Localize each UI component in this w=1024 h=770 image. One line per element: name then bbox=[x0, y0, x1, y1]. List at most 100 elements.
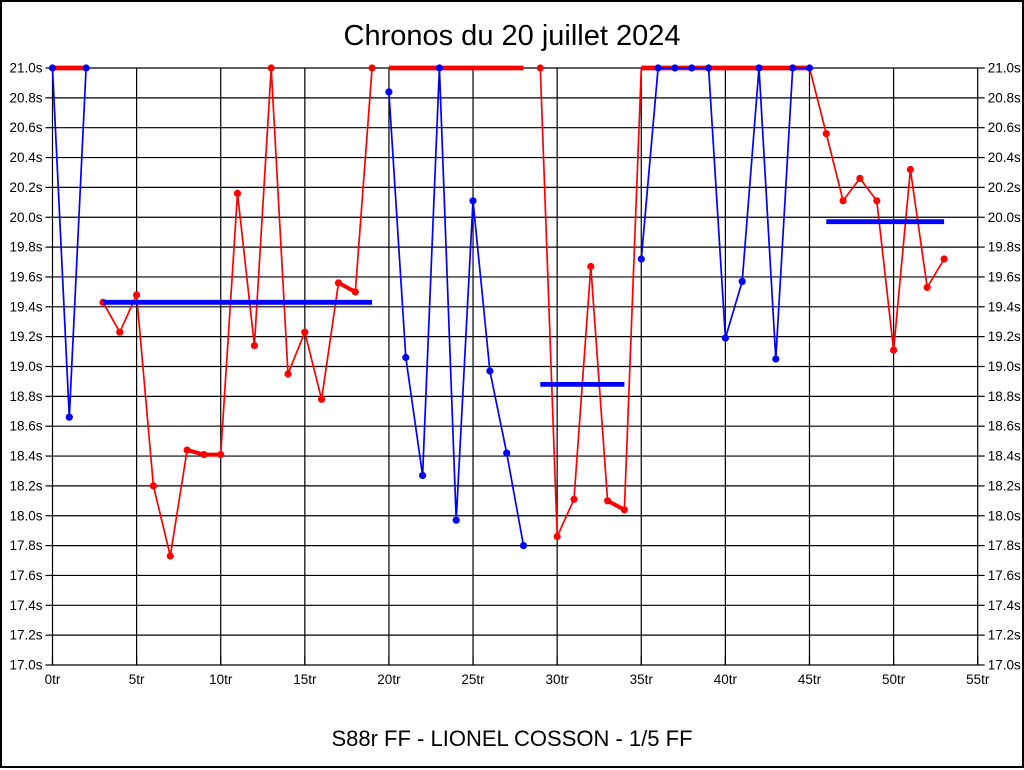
data-point bbox=[82, 64, 90, 72]
svg-text:20.8s: 20.8s bbox=[988, 90, 1021, 105]
svg-text:17.8s: 17.8s bbox=[988, 538, 1021, 553]
svg-text:18.6s: 18.6s bbox=[988, 419, 1021, 434]
svg-text:50tr: 50tr bbox=[882, 672, 906, 687]
svg-text:10tr: 10tr bbox=[209, 672, 233, 687]
data-point bbox=[637, 255, 645, 263]
data-point bbox=[738, 277, 746, 285]
svg-text:19.6s: 19.6s bbox=[9, 269, 42, 284]
svg-text:18.4s: 18.4s bbox=[9, 449, 42, 464]
data-point bbox=[250, 342, 258, 350]
data-point bbox=[48, 64, 57, 72]
data-point bbox=[166, 552, 174, 560]
data-point bbox=[149, 482, 157, 490]
data-point bbox=[890, 346, 898, 354]
data-point bbox=[486, 367, 494, 375]
svg-text:18.8s: 18.8s bbox=[988, 389, 1021, 404]
data-point bbox=[923, 283, 931, 291]
data-point bbox=[452, 516, 460, 524]
data-point bbox=[620, 506, 629, 514]
svg-text:18.2s: 18.2s bbox=[988, 478, 1021, 493]
svg-text:18.0s: 18.0s bbox=[9, 508, 42, 523]
data-point bbox=[940, 255, 948, 263]
svg-text:18.0s: 18.0s bbox=[988, 508, 1021, 523]
svg-text:19.4s: 19.4s bbox=[988, 299, 1021, 314]
svg-text:17.4s: 17.4s bbox=[988, 598, 1021, 613]
svg-text:20.4s: 20.4s bbox=[9, 150, 42, 165]
svg-text:19.6s: 19.6s bbox=[988, 269, 1021, 284]
svg-text:20.6s: 20.6s bbox=[9, 120, 42, 135]
svg-text:40tr: 40tr bbox=[714, 672, 738, 687]
svg-text:19.2s: 19.2s bbox=[988, 329, 1021, 344]
svg-text:20.0s: 20.0s bbox=[988, 210, 1021, 225]
data-point bbox=[233, 189, 242, 197]
data-point bbox=[385, 88, 393, 96]
data-point bbox=[805, 64, 814, 72]
data-point bbox=[469, 197, 477, 205]
svg-text:17.6s: 17.6s bbox=[9, 568, 42, 583]
data-point bbox=[755, 64, 763, 72]
data-point bbox=[133, 291, 141, 299]
svg-text:15tr: 15tr bbox=[293, 672, 317, 687]
svg-text:18.2s: 18.2s bbox=[9, 478, 42, 493]
data-point bbox=[65, 413, 73, 421]
data-point bbox=[183, 446, 191, 454]
svg-text:18.6s: 18.6s bbox=[9, 419, 42, 434]
data-point bbox=[570, 495, 578, 503]
svg-text:20.4s: 20.4s bbox=[988, 150, 1021, 165]
data-point bbox=[906, 165, 915, 174]
svg-text:20.2s: 20.2s bbox=[9, 180, 42, 195]
data-point bbox=[334, 279, 343, 287]
x-axis-labels: 0tr 5tr 10tr 15tr 20tr 25tr 30tr 35tr 40tr 45tr 50… bbox=[45, 672, 990, 687]
data-point bbox=[435, 64, 443, 72]
data-point bbox=[705, 64, 713, 72]
svg-text:17.0s: 17.0s bbox=[9, 658, 42, 673]
data-point bbox=[654, 64, 662, 72]
svg-text:19.8s: 19.8s bbox=[988, 240, 1021, 255]
svg-text:19.4s: 19.4s bbox=[9, 299, 42, 314]
data-point bbox=[116, 328, 124, 336]
data-point bbox=[536, 64, 544, 72]
svg-text:18.4s: 18.4s bbox=[988, 449, 1021, 464]
svg-text:5tr: 5tr bbox=[129, 672, 145, 687]
data-point bbox=[604, 497, 612, 505]
svg-text:17.4s: 17.4s bbox=[9, 598, 42, 613]
data-point bbox=[503, 449, 511, 457]
svg-text:19.0s: 19.0s bbox=[988, 359, 1021, 374]
data-point bbox=[789, 64, 797, 72]
svg-text:19.0s: 19.0s bbox=[9, 359, 42, 374]
data-point bbox=[301, 328, 309, 336]
svg-text:30tr: 30tr bbox=[546, 672, 570, 687]
svg-text:55tr: 55tr bbox=[966, 672, 990, 687]
svg-text:20.0s: 20.0s bbox=[9, 210, 42, 225]
data-point bbox=[688, 64, 696, 72]
data-point bbox=[200, 451, 208, 459]
svg-text:20tr: 20tr bbox=[377, 672, 401, 687]
svg-text:18.8s: 18.8s bbox=[9, 389, 42, 404]
series-blue-series bbox=[48, 64, 945, 550]
data-point bbox=[519, 542, 528, 550]
svg-text:17.0s: 17.0s bbox=[988, 658, 1021, 673]
page-title: Chronos du 20 juillet 2024 bbox=[343, 20, 681, 52]
svg-text:17.6s: 17.6s bbox=[988, 568, 1021, 583]
y-axis-labels-right: 21.0s 20.8s 20.6s 20.4s 20.2s 20.0s 19.8s 19.6s… bbox=[988, 61, 1021, 673]
svg-text:0tr: 0tr bbox=[45, 672, 61, 687]
data-point bbox=[721, 334, 730, 342]
chart-subtitle: S88r FF - LIONEL COSSON - 1/5 FF bbox=[331, 726, 693, 751]
svg-text:45tr: 45tr bbox=[798, 672, 822, 687]
data-point bbox=[553, 533, 561, 541]
svg-text:19.8s: 19.8s bbox=[9, 240, 42, 255]
y-axis-labels-left: 21.0s 20.8s 20.6s 20.4s 20.2s 20.0s 19.8s 19.6s… bbox=[9, 61, 42, 673]
svg-text:35tr: 35tr bbox=[630, 672, 654, 687]
data-point bbox=[318, 395, 326, 403]
data-point bbox=[873, 197, 881, 205]
data-point bbox=[671, 64, 679, 72]
svg-text:19.2s: 19.2s bbox=[9, 329, 42, 344]
svg-text:17.2s: 17.2s bbox=[988, 628, 1021, 643]
axis-ticks bbox=[45, 67, 985, 666]
svg-text:20.6s: 20.6s bbox=[988, 120, 1021, 135]
data-point bbox=[587, 262, 595, 271]
svg-text:21.0s: 21.0s bbox=[988, 61, 1021, 76]
data-point bbox=[351, 288, 359, 296]
data-point bbox=[822, 130, 830, 138]
